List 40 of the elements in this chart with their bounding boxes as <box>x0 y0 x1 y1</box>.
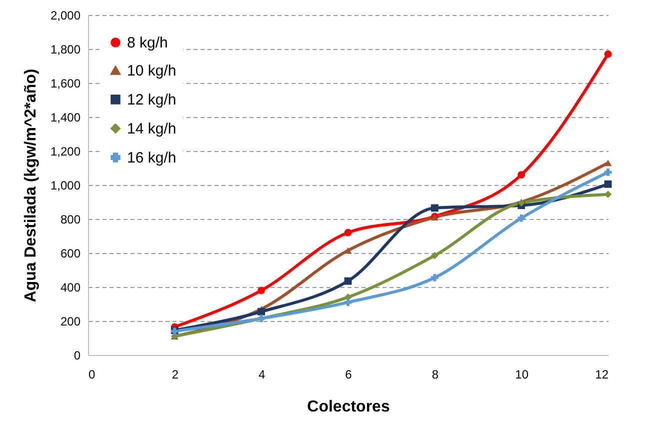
y-tick-label: 0 <box>74 348 81 362</box>
point <box>258 308 266 316</box>
y-tick-label: 200 <box>60 314 81 328</box>
point <box>604 50 612 58</box>
point <box>430 204 438 212</box>
x-tick-label: 10 <box>515 368 529 382</box>
x-tick-label: 8 <box>432 368 439 382</box>
point <box>430 252 438 260</box>
point <box>344 247 352 254</box>
point <box>430 274 438 282</box>
point <box>258 286 266 294</box>
y-tick-label: 800 <box>60 212 81 226</box>
y-axis-title: Agua Destilada (kgw/m^2*año) <box>22 68 40 302</box>
x-tick-label: 6 <box>345 368 352 382</box>
point <box>344 277 352 285</box>
point <box>344 228 352 236</box>
point <box>518 214 526 222</box>
y-tick-label: 1,200 <box>50 144 81 158</box>
legend-label: 12 kg/h <box>127 92 176 108</box>
point <box>344 298 352 306</box>
x-tick-label: 4 <box>258 368 266 382</box>
y-tick-label: 1,800 <box>50 42 81 56</box>
y-tick-label: 600 <box>60 246 81 260</box>
legend-label: 16 kg/h <box>127 150 176 166</box>
y-tick-label: 2,000 <box>50 8 81 22</box>
x-tick-label: 0 <box>88 368 96 382</box>
point <box>604 168 612 176</box>
x-tick-label: 2 <box>172 368 179 382</box>
point <box>604 180 612 188</box>
point <box>518 171 526 178</box>
y-tick-label: 400 <box>60 280 81 294</box>
legend-label: 10 kg/h <box>127 62 176 80</box>
point <box>604 160 612 166</box>
y-tick-label: 1,000 <box>50 178 81 192</box>
x-axis-title: Colectores <box>307 398 390 416</box>
legend-label: 8 kg/h <box>127 34 168 52</box>
y-tick-label: 1,600 <box>50 76 81 90</box>
y-tick-label: 1,400 <box>50 110 81 124</box>
legend-label: 14 kg/h <box>127 120 176 138</box>
x-tick-label: 12 <box>595 368 609 382</box>
